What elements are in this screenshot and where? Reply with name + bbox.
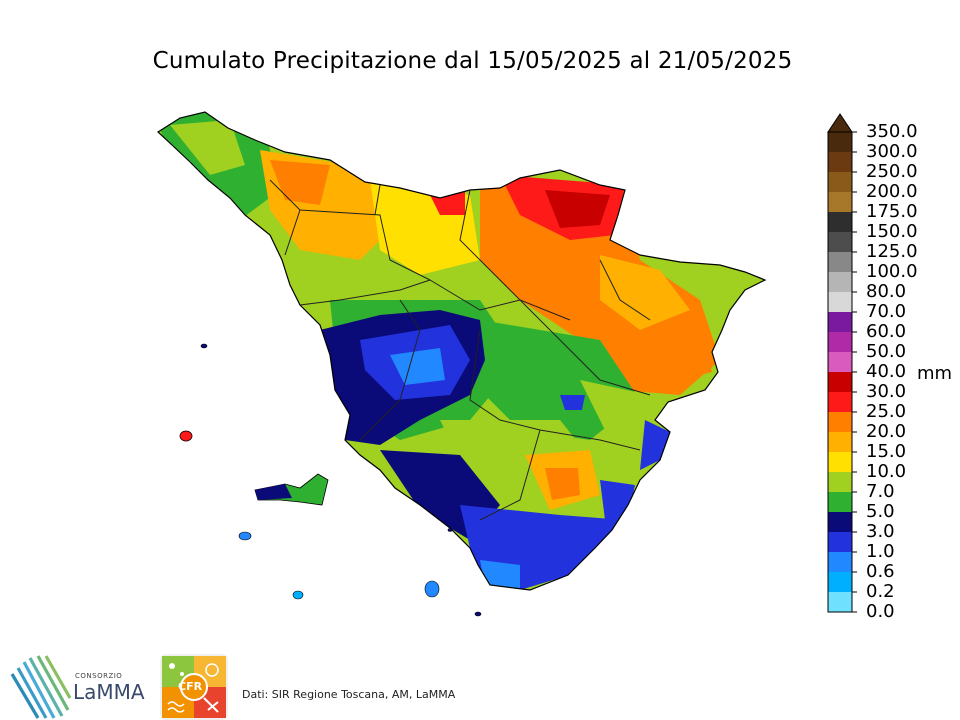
legend-swatch [828,172,852,192]
legend-swatch [828,312,852,332]
legend-swatch [828,432,852,452]
legend-swatch [828,132,852,152]
precipitation-legend: 350.0 300.0 250.0 200.0 175.0 150.0 125.0 100.0… [826,110,956,630]
map-title: Cumulato Precipitazione dal 15/05/2025 a… [152,48,793,74]
legend-swatch [828,392,852,412]
legend-tick-label: 1.0 [866,541,895,562]
legend-swatch [828,232,852,252]
legend-swatch [828,532,852,552]
legend-tick-label: 70.0 [866,301,907,322]
legend-colorbar [827,113,857,613]
legend-swatch [828,272,852,292]
legend-tick-label: 5.0 [866,501,895,522]
legend-tick-label: 125.0 [866,241,918,262]
legend-tick-label: 40.0 [866,361,907,382]
legend-swatch [828,372,852,392]
legend-tick-label: 25.0 [866,401,907,422]
legend-tick-label: 80.0 [866,281,907,302]
legend-swatch [828,552,852,572]
legend-tick-label: 30.0 [866,381,907,402]
legend-swatch [828,492,852,512]
legend-swatch [828,292,852,312]
legend-swatch [828,332,852,352]
legend-tick-label: 10.0 [866,461,907,482]
legend-tick-label: 175.0 [866,201,918,222]
legend-swatch [828,472,852,492]
legend-swatch [828,592,852,612]
legend-tick-label: 0.0 [866,601,895,622]
legend-tick-label: 300.0 [866,141,918,162]
cfr-logo [160,654,228,720]
legend-tick-label: 50.0 [866,341,907,362]
legend-swatch [828,452,852,472]
legend-tick-label: 250.0 [866,161,918,182]
lamma-logo [10,655,72,719]
legend-swatch [828,252,852,272]
legend-swatch [828,572,852,592]
legend-tick-label: 350.0 [866,121,918,142]
lamma-name-text: LaMMA [73,680,145,704]
legend-tick-label: 200.0 [866,181,918,202]
data-credits: Dati: SIR Regione Toscana, AM, LaMMA [242,688,456,701]
legend-tick-label: 100.0 [866,261,918,282]
legend-tick-label: 15.0 [866,441,907,462]
legend-tick-label: 7.0 [866,481,895,502]
lamma-consorzio-text: CONSORZIO [75,672,123,680]
precipitation-map [157,111,767,617]
cfr-logo-text: CFR [178,680,203,693]
legend-tick-label: 0.2 [866,581,895,602]
legend-tick-label: 20.0 [866,421,907,442]
legend-tick-label: 150.0 [866,221,918,242]
legend-unit-label: mm [917,363,953,384]
legend-tick-label: 0.6 [866,561,895,582]
legend-swatch [828,412,852,432]
legend-swatch [828,352,852,372]
legend-extend-arrow [827,113,853,133]
legend-tick-label: 3.0 [866,521,895,542]
legend-swatch [828,192,852,212]
legend-swatch [828,212,852,232]
legend-swatch [828,512,852,532]
legend-swatch [828,152,852,172]
legend-tick-label: 60.0 [866,321,907,342]
